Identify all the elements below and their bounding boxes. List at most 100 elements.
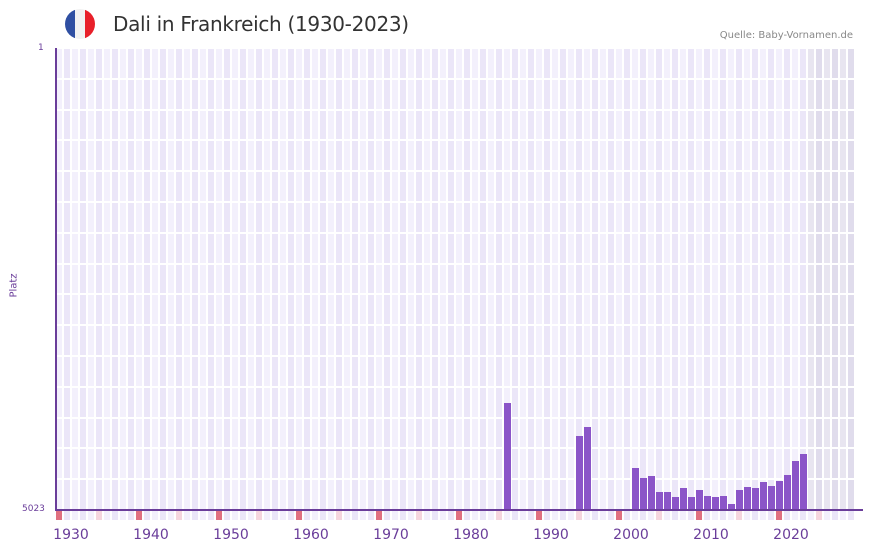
grid-cell	[760, 357, 766, 386]
grid-cell	[344, 264, 350, 294]
grid-cell	[808, 141, 814, 171]
grid-cell	[416, 141, 422, 171]
grid-cell	[280, 295, 286, 325]
bar-2010[interactable]	[712, 497, 719, 510]
grid-cell	[208, 449, 214, 479]
grid-cell	[488, 233, 494, 263]
grid-cell	[184, 295, 190, 325]
bar-2016[interactable]	[760, 481, 767, 510]
grid-cell	[304, 110, 310, 140]
grid-cell	[152, 79, 158, 109]
grid-cell	[680, 79, 686, 109]
grid-cell	[504, 326, 510, 355]
grid-cell	[392, 480, 398, 509]
bar-2006[interactable]	[680, 488, 687, 510]
grid-cell	[248, 141, 254, 171]
grid-cell	[224, 233, 230, 263]
bar-2017[interactable]	[768, 485, 775, 510]
bar-2015[interactable]	[752, 487, 759, 510]
grid-cell	[240, 326, 246, 355]
grid-cell	[224, 110, 230, 140]
grid-cell	[840, 264, 846, 294]
grid-cell	[248, 172, 254, 201]
grid-cell	[472, 79, 478, 109]
grid-cell	[816, 387, 822, 417]
grid-cell	[312, 203, 318, 232]
bar-2018[interactable]	[776, 480, 783, 510]
grid-cell	[504, 357, 510, 386]
bar-1993[interactable]	[576, 436, 583, 510]
flag-red	[85, 9, 95, 39]
bar-2001[interactable]	[640, 478, 647, 510]
grid-cell	[712, 110, 718, 140]
grid-cell	[424, 233, 430, 263]
grid-cell	[672, 295, 678, 325]
bar-2003[interactable]	[656, 492, 663, 510]
grid-cell	[456, 387, 462, 417]
grid-cell	[248, 418, 254, 448]
bar-2002[interactable]	[648, 476, 655, 510]
bar-2000[interactable]	[632, 468, 639, 510]
grid-cell	[312, 49, 318, 78]
bar-2014[interactable]	[744, 486, 751, 510]
bar-1984[interactable]	[504, 403, 511, 510]
year-marker	[120, 511, 126, 520]
grid-cell	[80, 172, 86, 201]
grid-cell	[488, 141, 494, 171]
bar-2013[interactable]	[736, 490, 743, 510]
grid-cell	[416, 264, 422, 294]
year-marker	[464, 511, 470, 520]
grid-cell	[568, 203, 574, 232]
grid-cell	[768, 79, 774, 109]
grid-cell	[184, 326, 190, 355]
bar-1994[interactable]	[584, 426, 591, 510]
grid-cell	[496, 110, 502, 140]
bar-2019[interactable]	[784, 474, 791, 510]
grid-cell	[216, 326, 222, 355]
grid-cell	[472, 110, 478, 140]
bar-2004[interactable]	[664, 492, 671, 510]
x-tick-1960: 1960	[293, 527, 329, 543]
grid-cell	[448, 233, 454, 263]
bar-2021[interactable]	[800, 453, 807, 510]
grid-cell	[408, 172, 414, 201]
grid-cell	[800, 387, 806, 417]
grid-cell	[496, 203, 502, 232]
year-marker	[784, 511, 790, 520]
grid-cell	[768, 387, 774, 417]
grid-cell	[224, 172, 230, 201]
grid-cell	[480, 449, 486, 479]
grid-cell	[760, 295, 766, 325]
grid-cell	[568, 172, 574, 201]
grid-cell	[360, 264, 366, 294]
grid-cell	[800, 418, 806, 448]
bar-2020[interactable]	[792, 461, 799, 510]
grid-cell	[200, 264, 206, 294]
bar-2005[interactable]	[672, 497, 679, 510]
grid-cell	[568, 357, 574, 386]
bar-2008[interactable]	[696, 490, 703, 510]
grid-cell	[64, 326, 70, 355]
grid-cell	[432, 295, 438, 325]
grid-cell	[824, 203, 830, 232]
grid-cell	[824, 79, 830, 109]
grid-cell	[672, 141, 678, 171]
grid-cell	[776, 449, 782, 479]
bar-2012[interactable]	[728, 504, 735, 510]
bar-2007[interactable]	[688, 497, 695, 510]
bar-2009[interactable]	[704, 496, 711, 510]
bar-2011[interactable]	[720, 496, 727, 510]
grid-cell	[544, 264, 550, 294]
grid-cell	[680, 295, 686, 325]
grid-cell	[704, 172, 710, 201]
year-marker	[568, 511, 574, 520]
grid-cell	[360, 49, 366, 78]
grid-cell	[200, 110, 206, 140]
grid-cell	[304, 264, 310, 294]
grid-cell	[560, 110, 566, 140]
grid-cell	[168, 49, 174, 78]
grid-cell	[832, 141, 838, 171]
grid-cell	[296, 387, 302, 417]
grid-cell	[248, 326, 254, 355]
grid-cell	[200, 141, 206, 171]
